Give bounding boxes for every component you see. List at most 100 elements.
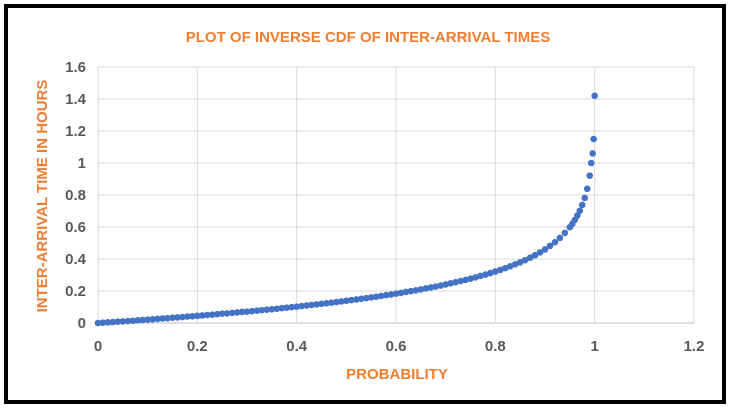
data-point bbox=[258, 306, 266, 314]
data-point bbox=[412, 287, 420, 294]
data-points bbox=[94, 92, 598, 327]
data-point bbox=[343, 297, 350, 305]
data-point bbox=[134, 316, 142, 324]
chart-frame: PLOT OF INVERSE CDF OF INTER-ARRIVAL TIM… bbox=[4, 4, 726, 404]
data-point bbox=[352, 296, 360, 303]
x-tick-label: 0 bbox=[94, 338, 102, 355]
data-point bbox=[417, 286, 425, 293]
x-tick-label: 0.6 bbox=[386, 338, 407, 355]
data-point bbox=[184, 313, 191, 320]
data-point bbox=[576, 207, 584, 215]
data-point bbox=[501, 264, 509, 272]
data-point bbox=[591, 92, 598, 100]
x-tick-label: 0.2 bbox=[187, 338, 208, 355]
data-point bbox=[462, 276, 469, 284]
data-point bbox=[169, 314, 176, 322]
x-tick-label: 1.2 bbox=[684, 338, 705, 355]
data-point bbox=[308, 301, 315, 309]
data-point bbox=[511, 260, 519, 268]
data-point bbox=[189, 312, 196, 320]
y-axis-title: INTER-ARRIVAL TIME IN HOURS bbox=[34, 80, 51, 313]
y-tick-label: 0.8 bbox=[65, 187, 86, 204]
data-point bbox=[164, 314, 171, 322]
data-point bbox=[194, 312, 201, 320]
data-point bbox=[124, 317, 132, 325]
data-point bbox=[357, 295, 365, 303]
data-point bbox=[348, 296, 355, 304]
y-tick-label: 0.2 bbox=[65, 283, 86, 300]
data-point bbox=[457, 277, 464, 285]
data-point bbox=[432, 283, 440, 290]
data-point bbox=[482, 271, 489, 278]
y-tick-label: 1.6 bbox=[65, 59, 86, 76]
data-point bbox=[154, 315, 161, 323]
y-tick-label: 0.6 bbox=[65, 219, 86, 236]
data-point bbox=[492, 268, 499, 275]
data-point bbox=[243, 308, 251, 315]
data-point bbox=[422, 285, 430, 292]
data-point bbox=[203, 311, 211, 319]
x-tick-label: 0.8 bbox=[485, 338, 506, 355]
x-tick-label: 1 bbox=[590, 338, 598, 355]
data-point bbox=[208, 311, 216, 318]
data-point bbox=[427, 284, 435, 291]
data-point bbox=[268, 305, 276, 313]
data-point bbox=[382, 291, 390, 299]
data-point bbox=[541, 246, 549, 253]
data-point bbox=[174, 314, 181, 321]
data-point bbox=[263, 306, 271, 314]
chart-title: PLOT OF INVERSE CDF OF INTER-ARRIVAL TIM… bbox=[186, 29, 550, 46]
chart-svg: PLOT OF INVERSE CDF OF INTER-ARRIVAL TIM… bbox=[34, 29, 705, 383]
data-point bbox=[578, 201, 586, 209]
data-point bbox=[556, 234, 564, 242]
data-point bbox=[228, 309, 236, 317]
data-point bbox=[452, 278, 459, 286]
data-point bbox=[288, 303, 296, 311]
data-point bbox=[144, 316, 151, 323]
data-point bbox=[407, 287, 415, 295]
x-tick-label: 0.4 bbox=[286, 338, 308, 355]
y-tick-label: 0 bbox=[78, 315, 86, 332]
data-point bbox=[283, 304, 291, 311]
data-point bbox=[179, 313, 186, 321]
data-point bbox=[129, 317, 137, 325]
data-point bbox=[589, 150, 596, 157]
data-point bbox=[587, 159, 595, 167]
data-point bbox=[487, 269, 494, 277]
y-tick-label: 0.4 bbox=[65, 251, 87, 268]
data-point bbox=[521, 256, 529, 264]
data-point bbox=[253, 307, 261, 314]
y-tick-label: 1.2 bbox=[65, 123, 86, 140]
y-tick-label: 1 bbox=[78, 155, 86, 172]
data-point bbox=[248, 307, 256, 315]
data-point bbox=[338, 298, 345, 305]
y-axis-ticks: 0 0.2 0.4 0.6 0.8 1 1.2 1.4 1.6 bbox=[65, 59, 87, 332]
data-point bbox=[590, 135, 597, 143]
y-tick-label: 1.4 bbox=[65, 91, 87, 108]
data-point bbox=[367, 294, 375, 301]
data-point bbox=[159, 315, 166, 322]
data-point bbox=[551, 238, 559, 246]
data-point bbox=[372, 293, 380, 301]
data-point bbox=[318, 300, 325, 308]
data-point bbox=[94, 319, 102, 327]
data-point bbox=[139, 316, 146, 324]
gridlines bbox=[97, 66, 695, 324]
data-point bbox=[583, 185, 591, 193]
data-point bbox=[218, 310, 226, 318]
data-point bbox=[437, 282, 445, 289]
data-point bbox=[313, 301, 320, 308]
data-point bbox=[323, 300, 330, 307]
data-point bbox=[273, 305, 281, 313]
data-point bbox=[199, 312, 206, 319]
data-point bbox=[561, 229, 569, 237]
data-point bbox=[233, 309, 241, 316]
data-point bbox=[114, 318, 122, 326]
data-point bbox=[387, 291, 395, 298]
data-point bbox=[238, 308, 246, 316]
data-point bbox=[392, 290, 400, 298]
data-point bbox=[536, 249, 544, 256]
data-point bbox=[303, 302, 310, 309]
data-point bbox=[402, 288, 410, 296]
data-point bbox=[546, 242, 554, 250]
